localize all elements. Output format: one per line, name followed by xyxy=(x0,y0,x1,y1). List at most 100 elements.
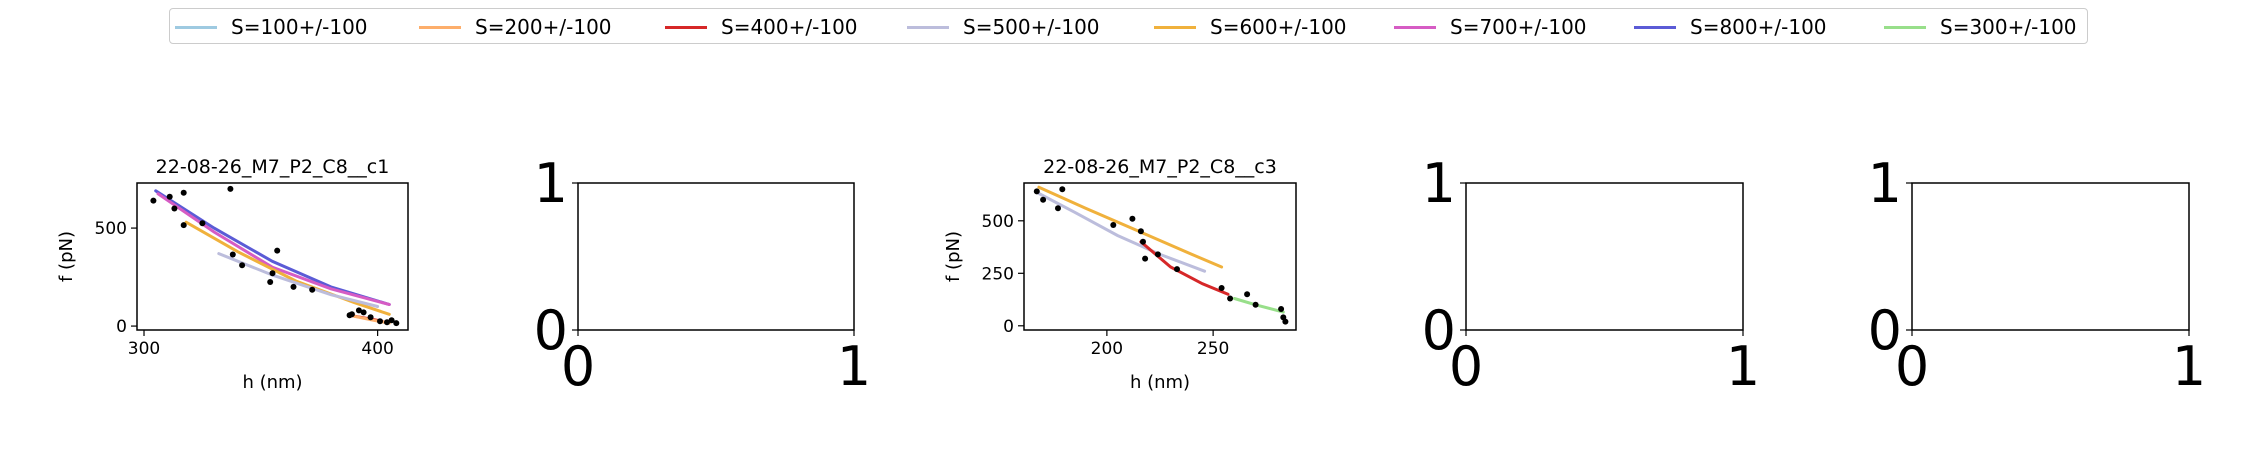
data-point xyxy=(1174,266,1180,273)
data-point xyxy=(1252,301,1259,308)
data-point xyxy=(367,314,374,321)
chart-title: 22-08-26_M7_P2_C8__c3 xyxy=(1043,156,1277,178)
x-tick-label: 400 xyxy=(361,339,393,359)
data-point xyxy=(1137,228,1144,235)
fit-line xyxy=(1232,297,1285,314)
data-point xyxy=(227,185,234,192)
fit-line xyxy=(184,220,391,316)
y-tick-label: 500 xyxy=(95,219,127,239)
axes-frame xyxy=(577,182,855,331)
data-point xyxy=(384,319,390,326)
data-point xyxy=(1244,291,1251,298)
axes-frame xyxy=(1465,182,1744,331)
fit-line xyxy=(154,189,391,306)
data-point xyxy=(1040,196,1047,203)
legend-swatch xyxy=(1884,25,1926,29)
legend-item: S=400+/-100 xyxy=(665,9,858,45)
legend: S=100+/-100 S=200+/-100 S=400+/-100 S=500+/… xyxy=(169,8,2088,44)
y-axis-label: f (pN) xyxy=(56,231,77,282)
y-tick-label: 0 xyxy=(534,299,568,362)
y-tick-label: 250 xyxy=(982,264,1014,284)
fit-line xyxy=(156,192,391,306)
x-tick-label: 300 xyxy=(128,339,160,359)
legend-item: S=200+/-100 xyxy=(419,9,612,45)
legend-swatch xyxy=(419,25,461,29)
data-point xyxy=(1218,285,1225,291)
data-point xyxy=(180,189,187,196)
data-point xyxy=(1282,318,1289,325)
data-point xyxy=(171,205,178,212)
legend-label: S=100+/-100 xyxy=(231,15,368,39)
axes-frame xyxy=(1911,182,2190,331)
legend-label: S=600+/-100 xyxy=(1210,15,1347,39)
y-tick-label: 0 xyxy=(116,317,127,337)
data-point xyxy=(1140,238,1146,245)
y-axis-label: f (pN) xyxy=(943,231,964,282)
legend-item: S=300+/-100 xyxy=(1884,9,2077,45)
legend-swatch xyxy=(665,25,707,29)
x-tick-label: 1 xyxy=(837,335,871,398)
data-point xyxy=(1227,295,1234,302)
legend-item: S=800+/-100 xyxy=(1634,9,1827,45)
data-point xyxy=(355,307,362,314)
data-point xyxy=(290,283,297,290)
data-point xyxy=(1129,215,1136,222)
legend-label: S=200+/-100 xyxy=(475,15,612,39)
y-tick-label: 1 xyxy=(1422,152,1456,215)
x-tick-label: 1 xyxy=(1726,335,1760,398)
data-point xyxy=(1154,251,1161,258)
data-point xyxy=(267,279,274,285)
data-point xyxy=(180,222,187,229)
legend-swatch xyxy=(907,25,949,29)
legend-label: S=800+/-100 xyxy=(1690,15,1827,39)
x-tick-label: 200 xyxy=(1091,339,1123,359)
data-point xyxy=(360,309,367,316)
legend-swatch xyxy=(175,25,217,29)
axes-frame xyxy=(1023,182,1297,331)
y-tick-label: 500 xyxy=(982,212,1014,232)
legend-item: S=600+/-100 xyxy=(1154,9,1347,45)
legend-label: S=500+/-100 xyxy=(963,15,1100,39)
fit-line xyxy=(1037,192,1207,273)
data-point xyxy=(348,311,355,318)
data-point xyxy=(1033,188,1040,195)
legend-swatch xyxy=(1394,25,1436,29)
x-tick-label: 0 xyxy=(561,335,595,398)
data-point xyxy=(269,270,276,277)
chart-title: 22-08-26_M7_P2_C8__c1 xyxy=(156,156,390,178)
legend-item: S=500+/-100 xyxy=(907,9,1100,45)
axes-frame xyxy=(136,182,409,331)
legend-swatch xyxy=(1634,25,1676,29)
y-tick-label: 1 xyxy=(1868,152,1902,215)
y-tick-label: 0 xyxy=(1003,317,1014,337)
data-point xyxy=(150,197,157,204)
data-point xyxy=(1059,186,1066,193)
x-tick-label: 1 xyxy=(2172,335,2206,398)
data-point xyxy=(1142,255,1149,262)
data-point xyxy=(377,318,383,325)
legend-item: S=100+/-100 xyxy=(175,9,368,45)
data-point xyxy=(229,251,236,258)
data-point xyxy=(166,193,173,200)
x-tick-label: 0 xyxy=(1449,335,1483,398)
y-tick-label: 0 xyxy=(1868,299,1902,362)
fit-line xyxy=(217,252,380,308)
data-point xyxy=(1055,205,1061,212)
data-point xyxy=(1110,222,1117,228)
legend-item: S=700+/-100 xyxy=(1394,9,1587,45)
y-tick-label: 0 xyxy=(1422,299,1456,362)
data-point xyxy=(393,320,400,327)
data-point xyxy=(239,262,246,269)
x-axis-label: h (nm) xyxy=(242,372,302,393)
data-point xyxy=(274,247,281,254)
legend-label: S=700+/-100 xyxy=(1450,15,1587,39)
data-point xyxy=(199,220,206,227)
legend-swatch xyxy=(1154,25,1196,29)
data-point xyxy=(1278,306,1285,312)
fit-line xyxy=(1037,185,1224,269)
x-tick-label: 250 xyxy=(1197,339,1229,359)
data-point xyxy=(388,317,395,324)
y-tick-label: 1 xyxy=(534,152,568,215)
data-point xyxy=(309,286,316,293)
